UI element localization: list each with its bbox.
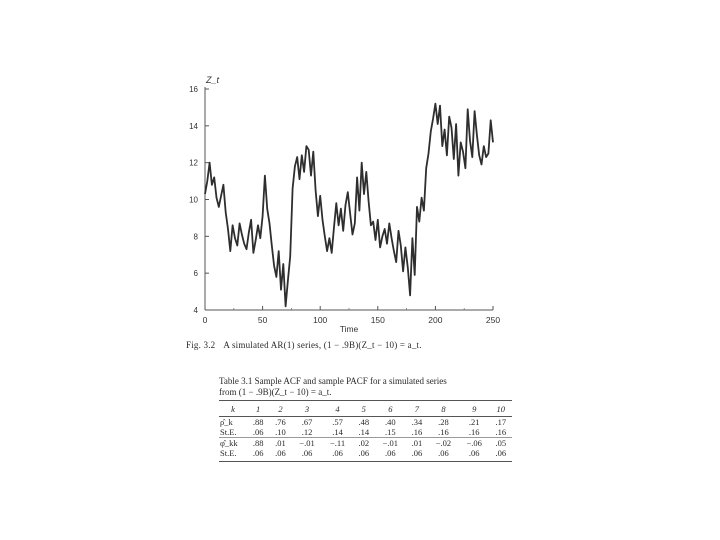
lag-header: 1 xyxy=(247,400,270,417)
table-cell: .06 xyxy=(374,448,406,462)
x-tick-label: 0 xyxy=(203,315,208,325)
figure-caption: Fig. 3.2 A simulated AR(1) series, (1 − … xyxy=(186,340,422,350)
table-cell: .16 xyxy=(495,427,507,437)
table-cell: .05 xyxy=(489,437,512,448)
lag-header: 7 xyxy=(405,400,429,417)
table-cell: −.11 xyxy=(322,437,353,448)
y-tick-label: 16 xyxy=(189,85,198,94)
y-tick-label: 6 xyxy=(194,269,199,278)
table-body: ρ̂_k .88 .76 .67 .57 .48 .40 .34 .28 .21 .17 St.E..… xyxy=(219,417,512,462)
y-tick-label: 10 xyxy=(189,196,198,205)
row-label: ρ̂_k xyxy=(220,417,233,427)
table-cell: .06 xyxy=(291,448,323,462)
lag-header: 9 xyxy=(458,400,490,417)
table-cell: .01 xyxy=(405,437,429,448)
table-cell: .21 xyxy=(468,417,480,427)
table-cell: .06 xyxy=(322,448,353,462)
y-axis-label: Z_t xyxy=(205,75,220,85)
lag-header: 10 xyxy=(489,400,512,417)
series-line-1 xyxy=(204,102,494,308)
table-cell: .15 xyxy=(385,427,396,437)
table-cell: −.01 xyxy=(291,437,323,448)
table-cell: .16 xyxy=(468,427,480,437)
table-title: Table 3.1 Sample ACF and sample PACF for… xyxy=(219,376,519,398)
table-header-k: k xyxy=(219,400,247,417)
table-cell: .40 xyxy=(385,417,396,427)
y-tick-label: 14 xyxy=(189,122,198,131)
lag-header: 5 xyxy=(352,400,375,417)
table-row: φ̂_kk .88.01 −.01 −.11.02 −.01.01 −.02 −.06.05 xyxy=(219,437,512,448)
axes-layer xyxy=(204,87,494,311)
table-cell: .02 xyxy=(352,437,375,448)
acf-pacf-table: k 1 2 3 4 5 6 7 8 9 10 ρ̂_k .88 .76 .67 .57 .48 .40 .34.… xyxy=(219,400,512,462)
table-cell: .48 xyxy=(358,417,370,427)
table-cell: .10 xyxy=(275,427,286,437)
table-cell: .76 xyxy=(275,417,286,427)
table-cell: .06 xyxy=(252,427,264,437)
table-cell: .16 xyxy=(438,427,449,437)
table-cell: .16 xyxy=(411,427,423,437)
table-cell: .88 xyxy=(247,437,270,448)
table-cell: −.02 xyxy=(428,437,459,448)
table-row: St.E. .06.06.06.06.06.06.06.06.06.06 xyxy=(219,448,512,462)
table-cell: .34 xyxy=(411,417,423,427)
figure-caption-tag: Fig. 3.2 xyxy=(186,340,216,350)
axis-labels-layer: 4 6 8 10 12 14 16 0 50 100 150 200 250 Z_t Time xyxy=(189,75,500,334)
y-tick-label: 4 xyxy=(194,306,199,315)
x-tick-label: 150 xyxy=(371,315,385,325)
table-title-line-2: from (1 − .9B)(Z_t − 10) = a_t. xyxy=(219,387,332,397)
table-cell: .06 xyxy=(352,448,375,462)
table-cell: .06 xyxy=(428,448,459,462)
table-cell: −.01 xyxy=(374,437,406,448)
table-cell: −.06 xyxy=(458,437,490,448)
table-cell: .88 xyxy=(252,417,264,427)
x-tick-label: 50 xyxy=(258,315,268,325)
x-tick-label: 100 xyxy=(313,315,327,325)
table-cell: .67 xyxy=(301,417,313,427)
table-cell: .06 xyxy=(247,448,270,462)
table-cell: .01 xyxy=(269,437,292,448)
row-label: St.E. xyxy=(219,448,247,462)
row-label: St.E. xyxy=(220,427,237,437)
lag-header: 6 xyxy=(374,400,406,417)
table-cell: .57 xyxy=(332,417,343,427)
table-cell: .28 xyxy=(438,417,449,427)
table-cell: .06 xyxy=(489,448,512,462)
lag-header: 3 xyxy=(291,400,323,417)
table-cell: .17 xyxy=(495,417,507,427)
y-tick-label: 8 xyxy=(194,232,199,241)
row-label: φ̂_kk xyxy=(219,437,247,448)
lag-header: 8 xyxy=(428,400,459,417)
lag-header: 2 xyxy=(269,400,292,417)
lag-header: 4 xyxy=(322,400,353,417)
time-series-chart: 4 6 8 10 12 14 16 0 50 100 150 200 250 Z_t Time xyxy=(189,75,500,334)
x-tick-label: 200 xyxy=(428,315,442,325)
x-tick-label: 250 xyxy=(486,315,500,325)
table-cell: .06 xyxy=(269,448,292,462)
x-axis-label: Time xyxy=(340,324,359,334)
table-header-row: k 1 2 3 4 5 6 7 8 9 10 xyxy=(219,400,512,417)
series-layer xyxy=(204,102,494,308)
table-row: ρ̂_k .88 .76 .67 .57 .48 .40 .34 .28 .21 .17 xyxy=(219,417,512,427)
table-cell: .14 xyxy=(358,427,370,437)
table-row: St.E. .06 .10 .12 .14 .14 .15 .16 .16 .16 .16 xyxy=(219,427,512,438)
y-tick-label: 12 xyxy=(189,159,198,168)
figure-caption-text: A simulated AR(1) series, (1 − .9B)(Z_t … xyxy=(223,340,422,350)
table-cell: .12 xyxy=(301,427,313,437)
table-cell: .06 xyxy=(458,448,490,462)
table-cell: .14 xyxy=(332,427,343,437)
table-title-line-1: Table 3.1 Sample ACF and sample PACF for… xyxy=(219,376,447,386)
table-cell: .06 xyxy=(405,448,429,462)
